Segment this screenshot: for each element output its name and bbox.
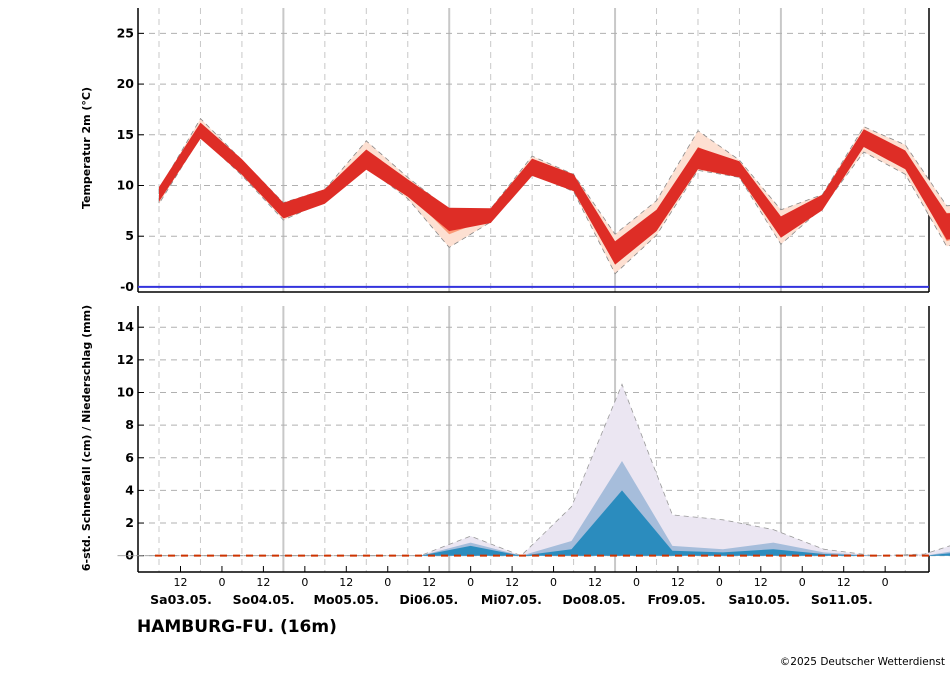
x-tick-label: 12 (588, 576, 602, 589)
x-tick-label: 12 (339, 576, 353, 589)
y-tick-label: 2 (125, 515, 134, 530)
day-label: So04.05. (233, 592, 295, 607)
day-label: Mo05.05. (314, 592, 379, 607)
y-tick-label: 10 (117, 384, 135, 399)
day-label: Sa10.05. (728, 592, 790, 607)
x-tick-label: 12 (256, 576, 270, 589)
y-tick-label: 0 (125, 548, 134, 563)
x-tick-label: 12 (422, 576, 436, 589)
y-tick-label: 12 (117, 352, 134, 367)
x-tick-label: 0 (218, 576, 225, 589)
time-axis: 12 0 12 0 12 0 12 0 12 0 12 0 12 0 12 0 12 0 Sa03.05. So04.… (150, 566, 889, 607)
temp-band-p10-p90 (158, 117, 950, 275)
station-title: HAMBURG-FU. (16m) (137, 617, 337, 637)
day-label: Di06.05. (399, 592, 458, 607)
x-tick-label: 12 (505, 576, 519, 589)
temp-band-median (159, 122, 950, 265)
x-tick-label: 0 (882, 576, 889, 589)
day-label: Do08.05. (562, 592, 625, 607)
x-tick-label: 12 (671, 576, 685, 589)
day-label: Mi07.05. (481, 592, 542, 607)
temperature-axis-label: Temperatur 2m (°C) (80, 87, 93, 209)
y-tick-label: 15 (117, 127, 134, 142)
x-tick-label: 0 (301, 576, 308, 589)
y-tick-label: 8 (125, 417, 134, 432)
x-tick-label: 0 (799, 576, 806, 589)
y-tick-label: 5 (125, 228, 134, 243)
x-tick-label: 0 (467, 576, 474, 589)
x-tick-label: 12 (754, 576, 768, 589)
day-label: Fr09.05. (647, 592, 705, 607)
x-tick-label: 0 (384, 576, 391, 589)
day-label: So11.05. (811, 592, 873, 607)
y-tick-label: 14 (117, 319, 135, 334)
y-tick-label: 6 (125, 450, 134, 465)
y-tick-label: 25 (117, 25, 134, 40)
x-tick-label: 12 (174, 576, 188, 589)
temperature-panel: -0 5 10 15 20 25 (117, 8, 950, 294)
y-tick-label: -0 (120, 279, 134, 294)
precipitation-axis-label: 6-std. Schneefall (cm) / Niederschlag (m… (80, 305, 93, 571)
x-tick-label: 12 (837, 576, 851, 589)
y-tick-label: 4 (125, 482, 134, 497)
x-tick-label: 0 (716, 576, 723, 589)
y-tick-label: 10 (117, 178, 135, 193)
x-tick-label: 0 (550, 576, 557, 589)
y-tick-label: 20 (117, 76, 135, 91)
precipitation-panel: 0 2 4 6 8 10 12 14 (117, 306, 950, 573)
copyright-notice: ©2025 Deutscher Wetterdienst (779, 656, 945, 668)
day-label: Sa03.05. (150, 592, 212, 607)
x-tick-label: 0 (633, 576, 640, 589)
